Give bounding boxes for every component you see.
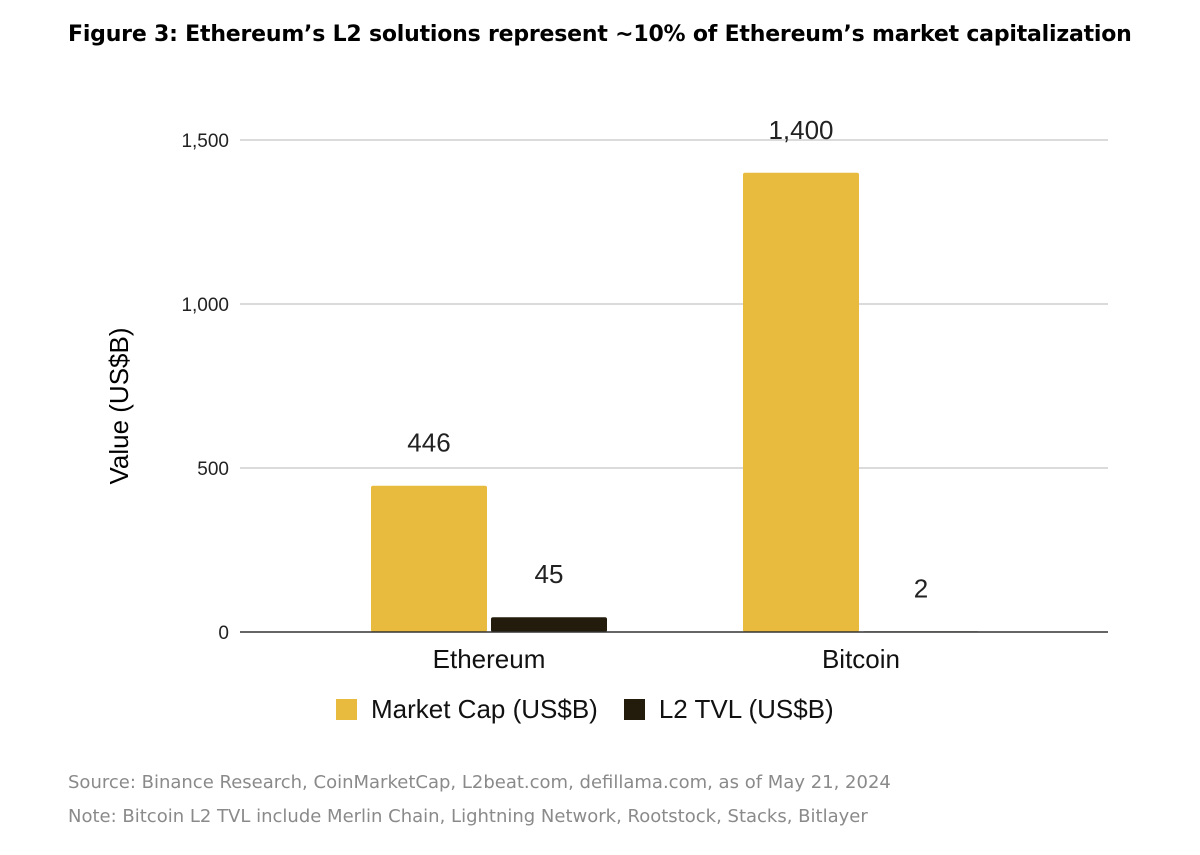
data-label-bitcoin-l2-tvl: 2: [914, 573, 928, 603]
y-tick-label-1000: 1,000: [181, 295, 229, 316]
bar-chart: 0 500 1,000 1,500 Value (US$B) 446 45 Ethereum 1…: [104, 115, 1108, 674]
legend-item-l2-tvl: L2 TVL (US$B): [623, 694, 834, 725]
y-tick-label-1500: 1,500: [181, 131, 229, 152]
x-tick-label-bitcoin: Bitcoin: [822, 644, 900, 674]
source-note: Source: Binance Research, CoinMarketCap,…: [68, 772, 891, 793]
y-tick-label-500: 500: [197, 459, 229, 480]
legend-label-l2-tvl: L2 TVL (US$B): [658, 694, 834, 724]
y-tick-label-0: 0: [218, 623, 229, 644]
bar-ethereum-l2-tvl: [491, 617, 607, 632]
legend-swatch-l2-tvl: [623, 699, 645, 720]
data-label-ethereum-market-cap: 446: [407, 428, 450, 458]
data-label-ethereum-l2-tvl: 45: [535, 559, 564, 589]
legend-item-market-cap: Market Cap (US$B): [336, 694, 598, 725]
y-axis-title: Value (US$B): [104, 327, 134, 484]
legend-swatch-market-cap: [336, 699, 357, 720]
figure-title: Figure 3: Ethereum’s L2 solutions repres…: [68, 22, 1132, 47]
data-label-bitcoin-market-cap: 1,400: [768, 115, 833, 145]
footnote: Note: Bitcoin L2 TVL include Merlin Chai…: [68, 806, 868, 827]
legend-label-market-cap: Market Cap (US$B): [371, 694, 598, 724]
bar-bitcoin-market-cap: [743, 172, 859, 633]
bar-ethereum-market-cap: [371, 485, 487, 632]
x-tick-label-ethereum: Ethereum: [433, 644, 546, 674]
chart-legend: Market Cap (US$B) L2 TVL (US$B): [336, 694, 860, 725]
